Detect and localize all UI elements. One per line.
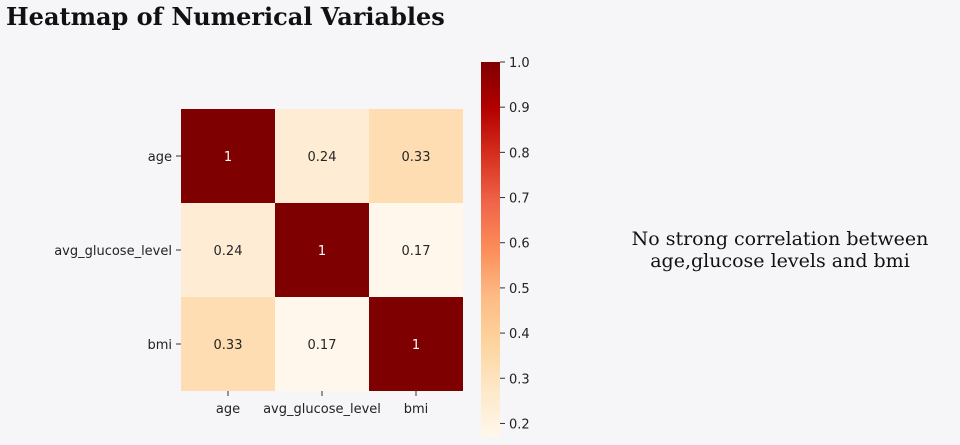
colorbar-tick-label: 1.0 <box>509 56 530 71</box>
page-title: Heatmap of Numerical Variables <box>6 2 445 31</box>
cell-value-label: 1 <box>412 338 420 353</box>
heatmap-cell-labels: 1 0.24 0.33 0.24 1 0.17 0.33 0.17 1 <box>214 150 431 353</box>
x-tick-label: bmi <box>404 402 429 417</box>
colorbar: 0.2 0.3 0.4 0.5 0.6 0.7 0.8 0.9 1.0 <box>481 56 530 437</box>
heatmap-cell <box>369 203 463 297</box>
cell-value-label: 0.17 <box>308 338 337 353</box>
cell-value-label: 1 <box>318 244 326 259</box>
cell-value-label: 0.33 <box>214 338 243 353</box>
y-tick-label: avg_glucose_level <box>54 244 172 259</box>
x-tick-label: age <box>216 402 240 417</box>
heatmap-cell <box>275 109 369 203</box>
annotation-text: No strong correlation between age,glucos… <box>600 228 960 272</box>
colorbar-gradient <box>481 62 500 437</box>
colorbar-tick-label: 0.2 <box>509 417 530 432</box>
y-tick-label: age <box>148 150 172 165</box>
annotation-line-2: age,glucose levels and bmi <box>650 250 910 272</box>
colorbar-tick-label: 0.7 <box>509 192 530 207</box>
colorbar-tick-label: 0.8 <box>509 146 530 161</box>
heatmap-cells <box>181 109 463 391</box>
x-tick-label: avg_glucose_level <box>263 402 381 417</box>
colorbar-tick-label: 0.6 <box>509 237 530 252</box>
x-axis: age avg_glucose_level bmi <box>216 391 428 417</box>
colorbar-tick-label: 0.5 <box>509 282 530 297</box>
cell-value-label: 0.24 <box>308 150 337 165</box>
heatmap-cell <box>181 109 275 203</box>
colorbar-tick-label: 0.4 <box>509 327 530 342</box>
heatmap-cell <box>369 109 463 203</box>
colorbar-tick-label: 0.9 <box>509 101 530 116</box>
heatmap-cell <box>181 203 275 297</box>
heatmap-cell <box>275 297 369 391</box>
heatmap-cell <box>275 203 369 297</box>
cell-value-label: 0.17 <box>402 244 431 259</box>
annotation-line-1: No strong correlation between <box>631 228 929 250</box>
heatmap-cell <box>181 297 275 391</box>
cell-value-label: 0.24 <box>214 244 243 259</box>
cell-value-label: 1 <box>224 150 232 165</box>
y-tick-label: bmi <box>147 338 172 353</box>
colorbar-tick-label: 0.3 <box>509 372 530 387</box>
heatmap-cell <box>369 297 463 391</box>
cell-value-label: 0.33 <box>402 150 431 165</box>
